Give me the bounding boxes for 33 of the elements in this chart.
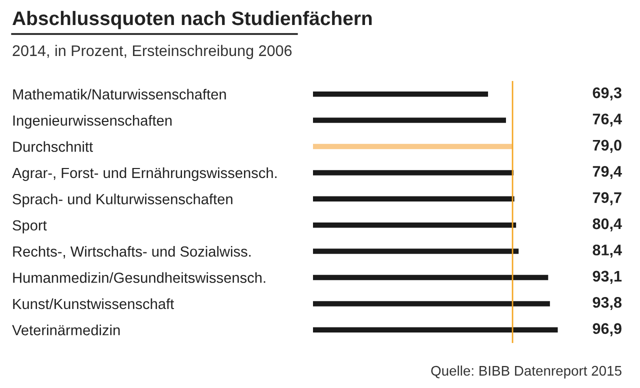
text: 2014, in Prozent, Ersteinschreibung 2006 <box>12 44 292 60</box>
y-tick-label: Humanmedizin/Gesundheitswissensch. <box>13 272 266 283</box>
bar <box>313 196 514 202</box>
bar <box>313 118 506 123</box>
chart-title: Abschlussquoten nach Studienfächern <box>12 10 372 30</box>
data-label: 93,1 <box>592 270 622 284</box>
data-label: 93,8 <box>592 296 622 310</box>
data-label: 79,7 <box>592 192 622 206</box>
y-tick-label: Sprach- und Kulturwissenschaften <box>12 194 232 208</box>
bar <box>313 222 516 228</box>
data-label: 79,0 <box>592 140 622 153</box>
bar <box>313 327 558 333</box>
source-note: Quelle: BIBB Datenreport 2015 <box>431 366 622 378</box>
data-label: 80,4 <box>592 218 622 232</box>
y-tick-label: Ingenieurwissenschaften <box>13 115 172 129</box>
y-tick-label: Agrar-, Forst- und Ernährungswissensch. <box>12 167 277 182</box>
data-label: 69,3 <box>592 87 622 100</box>
bar <box>313 248 519 254</box>
y-tick-label: Mathematik/Naturwissenschaften <box>13 88 226 100</box>
data-label: 79,4 <box>592 166 622 180</box>
y-tick-label: Rechts-, Wirtschafts- und Sozialwiss. <box>13 246 251 258</box>
bar <box>313 170 514 176</box>
data-label: 81,4 <box>592 244 622 258</box>
bar <box>313 91 488 97</box>
data-label: 76,4 <box>592 114 622 127</box>
bar <box>313 144 513 150</box>
y-tick-label: Durchschnitt <box>13 141 93 152</box>
y-tick-label: Kunst/Kunstwissenschaft <box>13 298 174 310</box>
bar <box>313 274 548 280</box>
y-tick-label: Veterinärmedizin <box>12 324 120 336</box>
bar <box>313 301 550 306</box>
y-tick-label: Sport <box>12 220 47 234</box>
data-label: 96,9 <box>592 323 622 336</box>
